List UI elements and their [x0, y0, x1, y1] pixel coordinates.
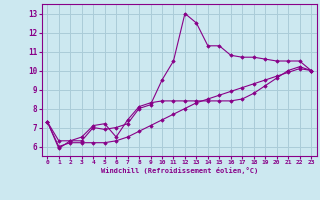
X-axis label: Windchill (Refroidissement éolien,°C): Windchill (Refroidissement éolien,°C): [100, 167, 258, 174]
